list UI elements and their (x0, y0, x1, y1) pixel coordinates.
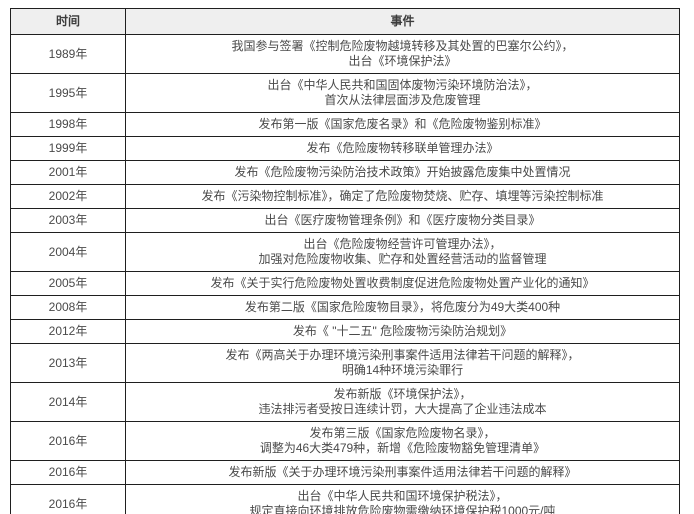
event-line: 出台《危险废物经营许可管理办法》， (303, 237, 502, 251)
event-cell: 出台《危险废物经营许可管理办法》， 加强对危险废物收集、贮存和处置经营活动的监督管… (125, 232, 680, 272)
year-cell: 2004年 (10, 232, 126, 272)
event-line: 发布第三版《国家危险废物名录》， (309, 426, 496, 440)
event-line: 出台《中华人民共和国环境保护税法》， (297, 489, 508, 503)
event-cell: 发布《关于实行危险废物处置收费制度促进危险废物处置产业化的通知》 (125, 271, 680, 296)
header-row: 时间 事件 (10, 8, 680, 35)
event-cell: 发布新版《环境保护法》， 违法排污者受按日连续计罚，大大提高了企业违法成本 (125, 382, 680, 422)
event-line: 出台《中华人民共和国固体废物污染环境防治法》， (267, 78, 538, 92)
event-line: 发布《关于实行危险废物处置收费制度促进危险废物处置产业化的通知》 (210, 276, 595, 290)
event-line: 首次从法律层面涉及危废管理 (324, 93, 481, 107)
table-row: 2004年 出台《危险废物经营许可管理办法》， 加强对危险废物收集、贮存和处置经营活… (10, 232, 680, 272)
event-line: 发布新版《关于办理环境污染刑事案件适用法律若干问题的解释》 (228, 465, 577, 479)
table-row: 2008年 发布第二版《国家危险废物目录》，将危废分为49大类400种 (10, 295, 680, 320)
year-cell: 2013年 (10, 343, 126, 383)
table-row: 1989年 我国参与签署《控制危险废物越境转移及其处置的巴塞尔公约》， 出台《环境保… (10, 34, 680, 74)
table-row: 2014年 发布新版《环境保护法》， 违法排污者受按日连续计罚，大大提高了企业违法成… (10, 382, 680, 422)
table-row: 2001年 发布《危险废物污染防治技术政策》开始披露危废集中处置情况 (10, 160, 680, 185)
event-line: 发布《 "十二五" 危险废物污染防治规划》 (292, 324, 513, 338)
event-line: 发布新版《环境保护法》， (333, 387, 472, 401)
year-cell: 2016年 (10, 421, 126, 461)
table-row: 2012年 发布《 "十二五" 危险废物污染防治规划》 (10, 319, 680, 344)
event-line: 加强对危险废物收集、贮存和处置经营活动的监督管理 (258, 252, 547, 266)
event-cell: 出台《中华人民共和国固体废物污染环境防治法》， 首次从法律层面涉及危废管理 (125, 73, 680, 113)
table-header: 时间 事件 (10, 8, 680, 35)
table-row: 1995年 出台《中华人民共和国固体废物污染环境防治法》， 首次从法律层面涉及危废管… (10, 73, 680, 113)
timeline-table: 时间 事件 1989年 我国参与签署《控制危险废物越境转移及其处置的巴塞尔公约》，… (10, 8, 680, 514)
table-row: 2003年 出台《医疗废物管理条例》和《医疗废物分类目录》 (10, 208, 680, 233)
year-cell: 1998年 (10, 112, 126, 137)
event-cell: 发布《两高关于办理环境污染刑事案件适用法律若干问题的解释》， 明确14种环境污染罪… (125, 343, 680, 383)
table-row: 1999年 发布《危险废物转移联单管理办法》 (10, 136, 680, 161)
event-line: 出台《环境保护法》 (348, 54, 457, 68)
event-line: 明确14种环境污染罪行 (341, 363, 464, 377)
event-line: 发布第一版《国家危废名录》和《危险废物鉴别标准》 (258, 117, 547, 131)
event-line: 发布《污染物控制标准》，确定了危险废物焚烧、贮存、填埋等污染控制标准 (201, 189, 604, 203)
table-row: 1998年 发布第一版《国家危废名录》和《危险废物鉴别标准》 (10, 112, 680, 137)
event-cell: 发布第二版《国家危险废物目录》，将危废分为49大类400种 (125, 295, 680, 320)
event-cell: 发布新版《关于办理环境污染刑事案件适用法律若干问题的解释》 (125, 460, 680, 485)
year-cell: 2002年 (10, 184, 126, 209)
event-cell: 我国参与签署《控制危险废物越境转移及其处置的巴塞尔公约》， 出台《环境保护法》 (125, 34, 680, 74)
event-line: 发布《危险废物转移联单管理办法》 (306, 141, 499, 155)
event-cell: 出台《医疗废物管理条例》和《医疗废物分类目录》 (125, 208, 680, 233)
year-cell: 2008年 (10, 295, 126, 320)
table-row: 2016年 发布第三版《国家危险废物名录》， 调整为46大类479种，新增《危险废物… (10, 421, 680, 461)
event-line: 出台《医疗废物管理条例》和《医疗废物分类目录》 (264, 213, 541, 227)
event-line: 发布《危险废物污染防治技术政策》开始披露危废集中处置情况 (234, 165, 571, 179)
table-row: 2002年 发布《污染物控制标准》，确定了危险废物焚烧、贮存、填埋等污染控制标准 (10, 184, 680, 209)
year-cell: 2012年 (10, 319, 126, 344)
year-cell: 2016年 (10, 484, 126, 514)
event-cell: 发布《污染物控制标准》，确定了危险废物焚烧、贮存、填埋等污染控制标准 (125, 184, 680, 209)
event-cell: 发布《 "十二五" 危险废物污染防治规划》 (125, 319, 680, 344)
year-cell: 2003年 (10, 208, 126, 233)
table-body: 1989年 我国参与签署《控制危险废物越境转移及其处置的巴塞尔公约》， 出台《环境保… (10, 34, 680, 514)
year-cell: 2001年 (10, 160, 126, 185)
table-row: 2013年 发布《两高关于办理环境污染刑事案件适用法律若干问题的解释》， 明确14种… (10, 343, 680, 383)
event-line: 发布《两高关于办理环境污染刑事案件适用法律若干问题的解释》， (225, 348, 580, 362)
event-line: 规定直接向环境排放危险废物需缴纳环境保护税1000元/吨 (249, 504, 556, 514)
event-line: 我国参与签署《控制危险废物越境转移及其处置的巴塞尔公约》， (231, 39, 574, 53)
column-header-event: 事件 (125, 8, 680, 35)
event-line: 发布第二版《国家危险废物目录》，将危废分为49大类400种 (244, 300, 561, 314)
column-header-time: 时间 (10, 8, 126, 35)
event-cell: 发布《危险废物污染防治技术政策》开始披露危废集中处置情况 (125, 160, 680, 185)
event-cell: 发布第一版《国家危废名录》和《危险废物鉴别标准》 (125, 112, 680, 137)
table-row: 2016年 出台《中华人民共和国环境保护税法》， 规定直接向环境排放危险废物需缴纳环… (10, 484, 680, 514)
year-cell: 1995年 (10, 73, 126, 113)
year-cell: 2016年 (10, 460, 126, 485)
table-row: 2005年 发布《关于实行危险废物处置收费制度促进危险废物处置产业化的通知》 (10, 271, 680, 296)
year-cell: 1989年 (10, 34, 126, 74)
event-line: 调整为46大类479种，新增《危险废物豁免管理清单》 (259, 441, 546, 455)
event-cell: 出台《中华人民共和国环境保护税法》， 规定直接向环境排放危险废物需缴纳环境保护税1… (125, 484, 680, 514)
year-cell: 1999年 (10, 136, 126, 161)
event-cell: 发布《危险废物转移联单管理办法》 (125, 136, 680, 161)
year-cell: 2005年 (10, 271, 126, 296)
table-row: 2016年 发布新版《关于办理环境污染刑事案件适用法律若干问题的解释》 (10, 460, 680, 485)
year-cell: 2014年 (10, 382, 126, 422)
event-line: 违法排污者受按日连续计罚，大大提高了企业违法成本 (258, 402, 547, 416)
event-cell: 发布第三版《国家危险废物名录》， 调整为46大类479种，新增《危险废物豁免管理清… (125, 421, 680, 461)
